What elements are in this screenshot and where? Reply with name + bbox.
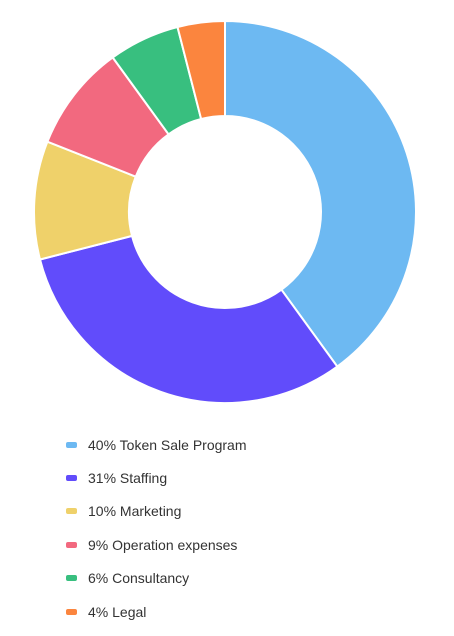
legend-label: 10% Marketing xyxy=(88,503,182,520)
legend-label: 4% Legal xyxy=(88,603,147,620)
legend-swatch xyxy=(66,441,77,448)
legend-swatch xyxy=(66,541,77,548)
legend-swatch xyxy=(66,508,77,515)
legend-swatch xyxy=(66,575,77,582)
chart-legend: 40% Token Sale Program 31% Staffing 10% … xyxy=(66,428,247,628)
legend-item-marketing[interactable]: 10% Marketing xyxy=(66,495,247,528)
legend-label: 31% Staffing xyxy=(88,470,168,487)
legend-label: 9% Operation expenses xyxy=(88,536,238,553)
slice-staffing[interactable] xyxy=(38,234,339,404)
slice-token-sale-program[interactable] xyxy=(224,19,417,368)
legend-label: 6% Consultancy xyxy=(88,570,190,587)
legend-item-legal[interactable]: 4% Legal xyxy=(66,595,247,628)
legend-item-staffing[interactable]: 31% Staffing xyxy=(66,461,247,494)
legend-swatch xyxy=(66,608,77,615)
legend-swatch xyxy=(66,475,77,482)
donut-chart xyxy=(33,19,417,404)
legend-item-operation-expenses[interactable]: 9% Operation expenses xyxy=(66,528,247,561)
legend-item-token-sale[interactable]: 40% Token Sale Program xyxy=(66,428,247,461)
legend-item-consultancy[interactable]: 6% Consultancy xyxy=(66,562,247,595)
slice-legal[interactable] xyxy=(176,19,226,121)
legend-label: 40% Token Sale Program xyxy=(88,436,247,453)
